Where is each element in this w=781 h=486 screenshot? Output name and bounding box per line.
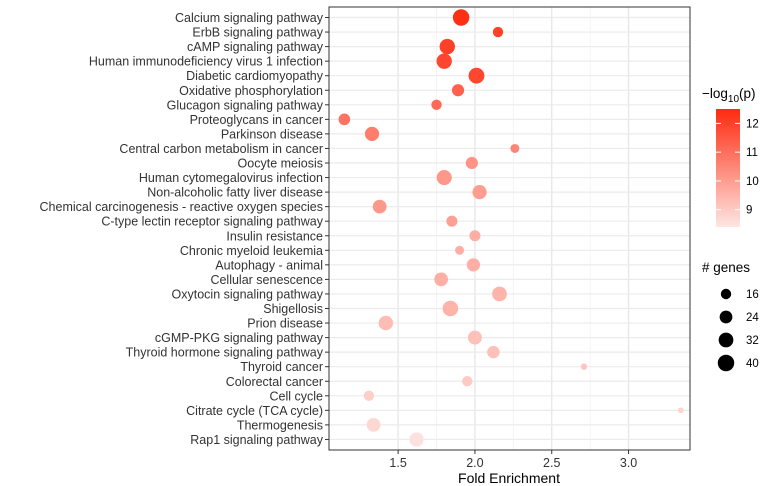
size-legend-dot: [720, 288, 732, 300]
y-tick-label: ErbB signaling pathway: [192, 26, 323, 40]
y-tick-label: Oxytocin signaling pathway: [172, 287, 324, 301]
data-point: [465, 156, 478, 170]
y-tick-label: cGMP-PKG signaling pathway: [155, 331, 324, 345]
x-tick-label: 3.0: [620, 456, 637, 470]
data-point: [446, 215, 458, 227]
color-legend-title-suffix: (p): [739, 86, 756, 101]
data-point: [462, 376, 473, 387]
color-legend-tick-label: 12: [746, 118, 759, 130]
data-point: [372, 199, 387, 214]
y-tick-label: Thermogenesis: [237, 418, 323, 432]
size-legend-label: 40: [746, 358, 759, 370]
data-point: [378, 315, 394, 331]
data-points: [338, 9, 684, 447]
data-point: [466, 258, 481, 272]
size-legend-items: 16 24 32 40: [717, 288, 759, 372]
data-point: [677, 407, 684, 414]
color-legend-bar: [716, 109, 740, 227]
color-legend-title-prefix: −log: [702, 86, 728, 101]
data-point: [436, 169, 452, 186]
data-point: [472, 184, 487, 200]
color-legend-tick-label: 10: [746, 176, 759, 188]
y-tick-label: Parkinson disease: [221, 127, 323, 141]
y-tick-label: Chemical carcinogenesis - reactive oxyge…: [40, 200, 323, 214]
y-tick-label: Autophagy - animal: [215, 258, 323, 272]
size-legend-label: 16: [746, 289, 759, 301]
color-legend-title: −log10(p): [702, 86, 756, 105]
size-legend-dot: [717, 354, 735, 372]
y-tick-label: Thyroid cancer: [240, 360, 323, 374]
data-point: [439, 38, 455, 55]
data-point: [510, 143, 520, 153]
x-tick-label: 1.5: [389, 456, 406, 470]
data-point: [467, 330, 482, 345]
data-point: [338, 113, 351, 126]
data-point: [580, 363, 588, 370]
size-legend-dot: [718, 332, 734, 348]
x-tick-label: 2.5: [543, 456, 560, 470]
data-point: [431, 99, 442, 111]
data-point: [452, 9, 470, 26]
y-tick-label: Prion disease: [247, 317, 323, 331]
y-tick-label: Citrate cycle (TCA cycle): [186, 404, 323, 418]
y-tick-label: Diabetic cardiomyopathy: [186, 69, 324, 83]
y-tick-label: Cellular senescence: [210, 273, 323, 287]
data-point: [363, 390, 375, 401]
data-point: [436, 53, 452, 69]
y-tick-label: Human cytomegalovirus infection: [139, 171, 323, 185]
data-point: [442, 300, 459, 317]
size-legend-label: 24: [746, 312, 759, 324]
y-tick-label: Colorectal cancer: [226, 375, 323, 389]
size-legend-title: # genes: [702, 260, 750, 275]
y-tick-label: Rap1 signaling pathway: [190, 433, 323, 447]
data-point: [487, 345, 500, 359]
x-axis-ticks: 1.5 2.0 2.5 3.0: [389, 450, 637, 470]
y-tick-label: Thyroid hormone signaling pathway: [126, 346, 324, 360]
y-tick-label: Chronic myeloid leukemia: [180, 244, 323, 258]
grid-lines: [329, 7, 690, 450]
data-point: [364, 126, 380, 142]
y-tick-label: Human immunodeficiency virus 1 infection: [89, 55, 323, 69]
data-point: [409, 432, 424, 447]
y-tick-label: Oxidative phosphorylation: [179, 84, 323, 98]
y-tick-label: cAMP signaling pathway: [187, 40, 324, 54]
size-legend: # genes 16 24 32 40: [702, 260, 759, 372]
data-point: [469, 230, 481, 242]
x-axis-title: Fold Enrichment: [458, 470, 560, 486]
y-tick-label: Calcium signaling pathway: [175, 11, 324, 25]
plot-panel: [328, 6, 691, 451]
data-point: [451, 84, 465, 97]
data-point: [366, 418, 381, 432]
color-legend-tick-label: 11: [746, 147, 758, 159]
color-legend-tick-label: 9: [746, 205, 752, 217]
size-legend-label: 32: [746, 335, 759, 347]
data-point: [468, 67, 485, 84]
y-tick-label: Central carbon metabolism in cancer: [119, 142, 323, 156]
color-legend-title-subscript: 10: [728, 94, 740, 105]
y-tick-label: Glucagon signaling pathway: [167, 98, 324, 112]
color-legend-ticks: 12 11 10 9: [716, 118, 759, 217]
data-point: [434, 272, 449, 287]
x-tick-label: 2.0: [466, 456, 483, 470]
y-tick-label: Insulin resistance: [226, 229, 323, 243]
y-tick-label: Proteoglycans in cancer: [190, 113, 323, 127]
data-point: [455, 245, 465, 255]
plot-panel-border: [328, 6, 691, 451]
y-tick-label: Oocyte meiosis: [238, 157, 323, 171]
data-point: [492, 26, 504, 38]
size-legend-dot: [719, 310, 733, 324]
y-tick-label: Shigellosis: [263, 302, 323, 316]
data-point: [492, 286, 507, 302]
y-tick-label: Cell cycle: [270, 389, 324, 403]
y-tick-label: C-type lectin receptor signaling pathway: [101, 215, 323, 229]
y-tick-label: Non-alcoholic fatty liver disease: [147, 186, 323, 200]
